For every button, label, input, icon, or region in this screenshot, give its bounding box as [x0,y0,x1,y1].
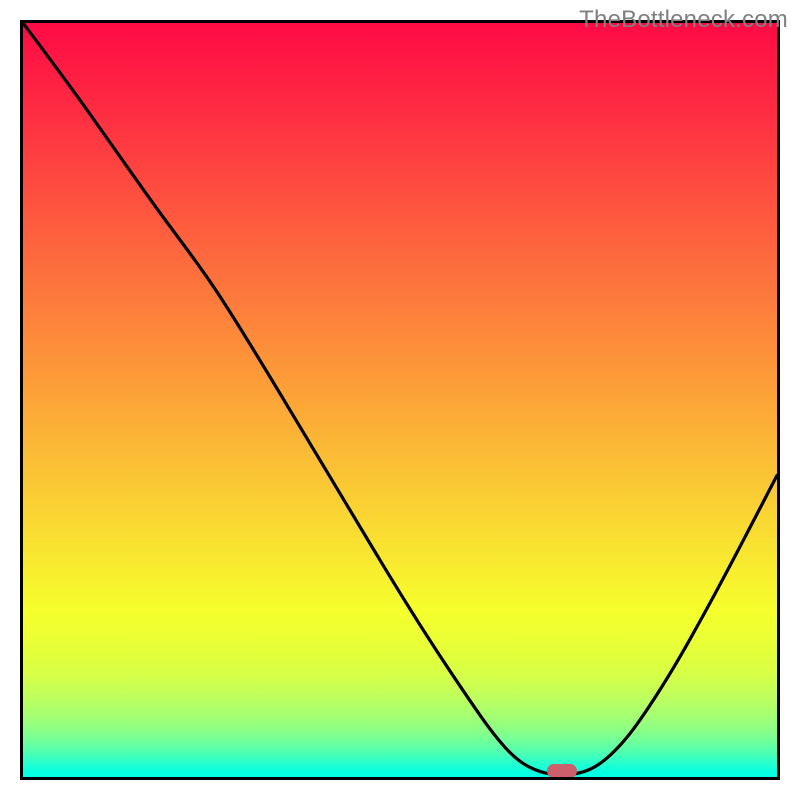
optimal-marker-pill [547,764,577,778]
optimal-marker [547,764,577,778]
bottleneck-curve [23,23,777,777]
watermark-text: TheBottleneck.com [579,6,788,34]
plot-border [20,20,780,780]
plot-area [20,20,780,780]
chart-frame: { "watermark_text": "TheBottleneck.com",… [0,0,800,800]
